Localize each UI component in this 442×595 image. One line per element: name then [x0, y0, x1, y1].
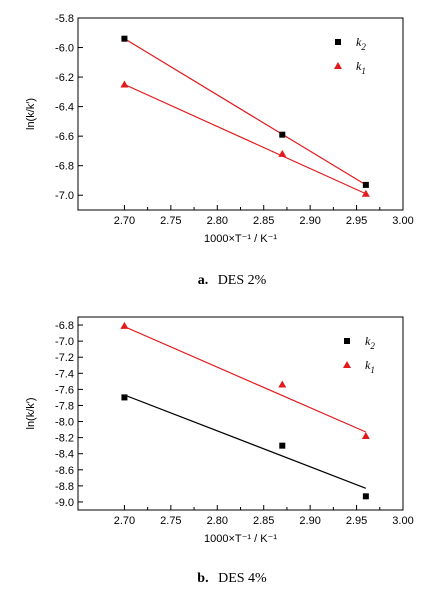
x-tick-label: 2.75: [160, 515, 181, 527]
legend-marker-k2: [344, 338, 350, 344]
data-point-k2: [279, 442, 286, 449]
legend-label-k2: k2: [365, 334, 375, 351]
legend-label-base: k: [365, 358, 371, 372]
x-tick-label: 2.75: [160, 215, 181, 227]
fit-line-k1: [124, 83, 367, 195]
y-tick-label: -7.8: [55, 400, 74, 412]
x-tick-label: 2.85: [253, 515, 274, 527]
data-point-k1: [278, 380, 287, 388]
y-tick-label: -6.4: [55, 102, 74, 114]
legend-label-subscript: 1: [370, 365, 375, 375]
x-tick-label: 3.00: [392, 215, 413, 227]
legend-label-k2: k2: [356, 35, 366, 52]
y-tick-label: -8.0: [55, 417, 74, 429]
y-tick-label: -5.8: [55, 13, 74, 25]
legend-label-k1: k1: [356, 59, 366, 76]
y-tick-label: -9.0: [55, 497, 74, 509]
data-points: [120, 35, 370, 197]
legend-label-subscript: 2: [370, 341, 375, 351]
caption-letter: b.: [197, 571, 208, 586]
x-tick-label: 2.90: [299, 515, 320, 527]
y-tick-label: -8.6: [55, 465, 74, 477]
legend-marker-k1: [334, 62, 342, 69]
data-point-k1: [361, 432, 370, 440]
data-point-k1: [278, 149, 287, 157]
data-points: [120, 321, 370, 500]
x-tick-label: 2.80: [207, 515, 228, 527]
figure-caption: b. DES 4%: [197, 571, 267, 586]
x-tick-label: 2.80: [207, 215, 228, 227]
y-tick-label: -7.0: [55, 190, 74, 202]
plot-frame: [77, 316, 404, 511]
y-tick-label: -6.0: [55, 43, 74, 55]
x-axis: 2.70 2.75 2.80 2.85 2.90 2.95 3.00: [114, 505, 414, 527]
chart-des-4: 2.70 2.75 2.80 2.85 2.90 2.95 3.00 -6.8 -7.0 -7.…: [25, 316, 414, 586]
chart-des-2: 2.70 2.75 2.80 2.85 2.90 2.95 3.00 -5.8 -6.0 -6.…: [25, 13, 414, 288]
y-tick-label: -8.2: [55, 433, 74, 445]
legend-label-base: k: [356, 35, 362, 49]
data-point-k1: [361, 189, 370, 197]
y-tick-label: -7.6: [55, 384, 74, 396]
data-point-k2: [362, 181, 369, 188]
x-tick-label: 2.85: [253, 215, 274, 227]
y-tick-label: -7.2: [55, 352, 74, 364]
y-tick-label: -7.4: [55, 368, 74, 380]
fit-line-k2: [124, 38, 367, 186]
x-tick-label: 2.70: [114, 215, 135, 227]
fit-line-k1: [124, 326, 367, 433]
data-point-k2: [121, 394, 128, 401]
caption-letter: a.: [198, 273, 209, 288]
y-tick-label: -6.8: [55, 161, 74, 173]
legend-label-subscript: 1: [361, 66, 366, 76]
fit-line-k2: [124, 394, 367, 489]
y-tick-label: -8.4: [55, 449, 74, 461]
legend-marker-k1: [343, 361, 351, 368]
x-tick-label: 2.95: [346, 215, 367, 227]
y-axis-title: ln(k/k′): [25, 397, 37, 429]
legend-label-k1: k1: [365, 358, 375, 375]
x-tick-label: 2.70: [114, 515, 135, 527]
y-tick-label: -7.0: [55, 336, 74, 348]
x-tick-label: 2.90: [299, 215, 320, 227]
x-tick-label: 2.95: [346, 515, 367, 527]
legend-label-subscript: 2: [361, 42, 366, 52]
y-axis-title: ln(k/k′): [25, 98, 37, 130]
y-tick-label: -8.8: [55, 481, 74, 493]
data-point-k2: [121, 35, 128, 42]
y-tick-label: -6.8: [55, 320, 74, 332]
plot-frame: [77, 17, 404, 211]
data-point-k1: [120, 80, 129, 88]
data-point-k1: [120, 321, 129, 329]
caption-text: DES 2%: [218, 273, 267, 288]
data-point-k2: [279, 131, 286, 138]
y-tick-label: -6.6: [55, 131, 74, 143]
legend-marker-k2: [335, 39, 341, 45]
x-axis-title: 1000×T⁻¹ / K⁻¹: [204, 233, 277, 245]
y-axis: -5.8 -6.0 -6.2 -6.4 -6.6 -6.8 -7.0: [55, 13, 83, 202]
x-tick-label: 3.00: [392, 515, 413, 527]
legend-label-base: k: [356, 59, 362, 73]
fit-lines: [124, 326, 367, 489]
legend-label-base: k: [365, 334, 371, 348]
y-tick-label: -6.2: [55, 72, 74, 84]
y-axis: -6.8 -7.0 -7.2 -7.4 -7.6 -7.8 -8.0 -8.2 -8.4 -8.6…: [55, 320, 83, 509]
data-point-k2: [362, 493, 369, 500]
fit-lines: [124, 38, 367, 195]
x-axis-title: 1000×T⁻¹ / K⁻¹: [204, 533, 277, 545]
caption-text: DES 4%: [218, 571, 267, 586]
figure-caption: a. DES 2%: [198, 273, 267, 288]
x-axis: 2.70 2.75 2.80 2.85 2.90 2.95 3.00: [114, 205, 414, 227]
